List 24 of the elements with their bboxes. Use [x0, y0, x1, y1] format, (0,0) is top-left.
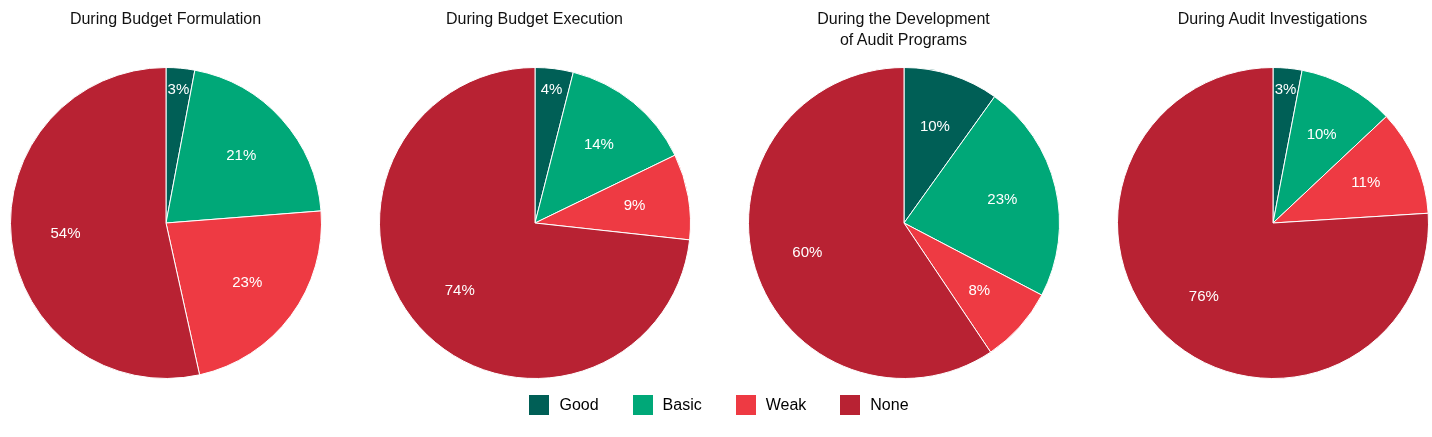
data-label: 3% [167, 79, 189, 97]
data-label: 8% [967, 280, 990, 298]
chart-title: During Budget Formulation [69, 9, 262, 29]
data-label: 23% [986, 189, 1017, 207]
legend-label: None [870, 396, 909, 414]
data-label: 74% [444, 280, 475, 298]
chart-title: During Budget Execution [446, 9, 623, 29]
data-label: 4% [540, 80, 562, 98]
legend-label: Good [559, 396, 599, 414]
legend-label: Weak [765, 396, 807, 414]
data-label: 14% [583, 134, 614, 152]
data-label: 10% [1306, 124, 1337, 142]
legend-label: Basic [662, 396, 702, 414]
data-label: 54% [50, 224, 81, 242]
data-label: 10% [919, 116, 950, 134]
data-label: 60% [791, 242, 822, 260]
data-label: 23% [231, 273, 262, 291]
data-label: 21% [225, 145, 256, 163]
data-label: 11% [1350, 173, 1380, 190]
chart-title: During the Development of Audit Programs [817, 9, 990, 50]
data-label: 76% [1188, 286, 1219, 304]
data-label: 3% [1274, 80, 1296, 97]
chart-title: During Audit Investigations [1177, 9, 1368, 29]
data-label: 9% [623, 195, 645, 213]
